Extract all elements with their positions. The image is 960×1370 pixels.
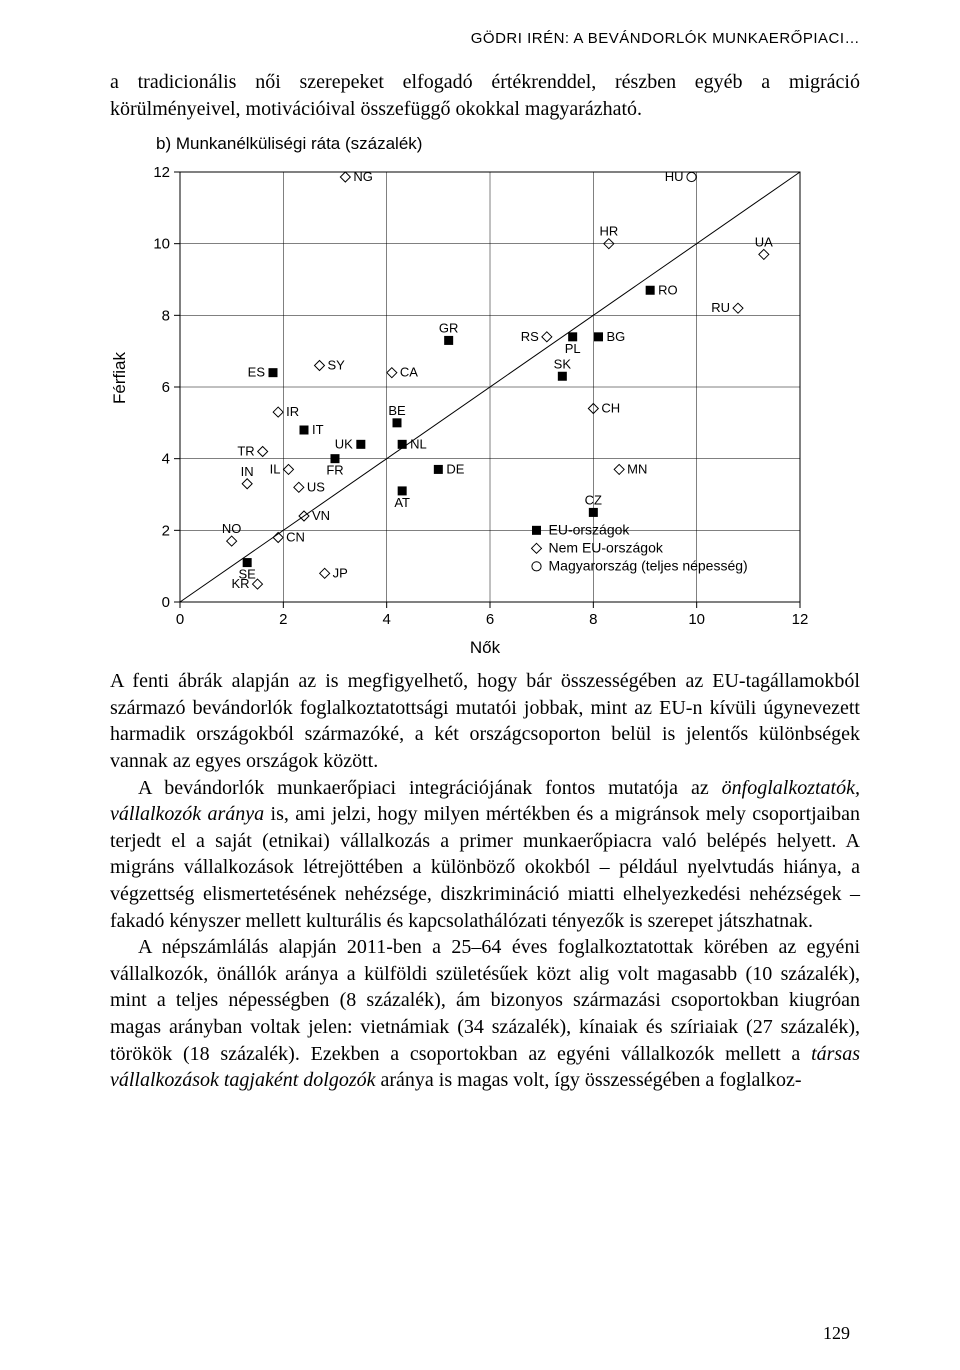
svg-text:AT: AT bbox=[394, 495, 410, 510]
running-head: GÖDRI IRÉN: A BEVÁNDORLÓK MUNKAERŐPIACI… bbox=[110, 30, 860, 47]
svg-text:IR: IR bbox=[286, 404, 299, 419]
para-3: A bevándorlók munkaerőpiaci integrációjá… bbox=[110, 775, 860, 935]
svg-text:TR: TR bbox=[237, 444, 254, 459]
x-axis-label: Nők bbox=[110, 638, 860, 658]
svg-text:SY: SY bbox=[328, 358, 346, 373]
svg-text:HR: HR bbox=[599, 224, 618, 239]
scatter-plot: 0 2 4 6 8 10 12 0 2 4 6 8 10 12 NG HU HR UA RO RU GR RS PL BG ES… bbox=[136, 156, 810, 632]
svg-text:Nem EU-országok: Nem EU-országok bbox=[549, 540, 664, 556]
svg-text:FR: FR bbox=[326, 463, 343, 478]
svg-text:SK: SK bbox=[554, 356, 572, 371]
para-2: A fenti ábrák alapján az is megfigyelhet… bbox=[110, 668, 860, 774]
svg-text:12: 12 bbox=[792, 611, 809, 628]
svg-text:CH: CH bbox=[601, 401, 620, 416]
chart-title: b) Munkanélküliségi ráta (százalék) bbox=[156, 134, 860, 154]
svg-text:NL: NL bbox=[410, 437, 427, 452]
para-4c: aránya is magas volt, így összességében … bbox=[376, 1069, 802, 1091]
para-4a: A népszámlálás alapján 2011-ben a 25–64 … bbox=[110, 936, 860, 1064]
svg-text:8: 8 bbox=[162, 308, 170, 325]
y-axis-label: Férfiak bbox=[110, 384, 130, 404]
svg-text:JP: JP bbox=[333, 566, 348, 581]
svg-text:CA: CA bbox=[400, 365, 418, 380]
svg-text:6: 6 bbox=[486, 611, 494, 628]
svg-text:UA: UA bbox=[755, 235, 773, 250]
svg-text:IN: IN bbox=[241, 464, 254, 479]
svg-text:HU: HU bbox=[665, 169, 684, 184]
svg-text:2: 2 bbox=[162, 523, 170, 540]
svg-text:UK: UK bbox=[335, 437, 353, 452]
svg-text:IT: IT bbox=[312, 422, 324, 437]
svg-text:NO: NO bbox=[222, 521, 242, 536]
para-4: A népszámlálás alapján 2011-ben a 25–64 … bbox=[110, 934, 860, 1094]
svg-text:VN: VN bbox=[312, 508, 330, 523]
svg-text:RO: RO bbox=[658, 282, 678, 297]
svg-text:0: 0 bbox=[176, 611, 184, 628]
svg-text:10: 10 bbox=[153, 236, 170, 253]
svg-text:EU-országok: EU-országok bbox=[549, 522, 631, 538]
svg-text:KR: KR bbox=[231, 576, 249, 591]
svg-text:12: 12 bbox=[153, 164, 170, 181]
svg-text:RU: RU bbox=[711, 300, 730, 315]
svg-text:6: 6 bbox=[162, 379, 170, 396]
para-1: a tradicionális női szerepeket elfogadó … bbox=[110, 69, 860, 122]
svg-text:US: US bbox=[307, 480, 325, 495]
svg-text:10: 10 bbox=[688, 611, 705, 628]
svg-text:0: 0 bbox=[162, 594, 170, 611]
svg-text:CN: CN bbox=[286, 530, 305, 545]
svg-text:BG: BG bbox=[607, 329, 626, 344]
svg-text:CZ: CZ bbox=[585, 493, 602, 508]
svg-text:ES: ES bbox=[248, 365, 266, 380]
page-number: 129 bbox=[823, 1323, 850, 1344]
svg-text:PL: PL bbox=[565, 341, 581, 356]
svg-text:4: 4 bbox=[162, 451, 170, 468]
svg-text:GR: GR bbox=[439, 321, 459, 336]
svg-text:4: 4 bbox=[382, 611, 390, 628]
svg-text:MN: MN bbox=[627, 462, 647, 477]
svg-text:IL: IL bbox=[270, 462, 281, 477]
chart: Férfiak 0 2 4 6 8 10 12 0 2 4 6 8 10 12 NG HU HR UA RO RU GR… bbox=[110, 156, 860, 632]
svg-text:2: 2 bbox=[279, 611, 287, 628]
svg-text:RS: RS bbox=[521, 329, 539, 344]
svg-text:8: 8 bbox=[589, 611, 597, 628]
svg-text:Magyarország (teljes népesség): Magyarország (teljes népesség) bbox=[549, 558, 748, 574]
svg-text:DE: DE bbox=[446, 462, 464, 477]
svg-text:BE: BE bbox=[388, 403, 406, 418]
para-3a: A bevándorlók munkaerőpiaci integrációjá… bbox=[138, 777, 722, 799]
svg-text:NG: NG bbox=[353, 169, 373, 184]
